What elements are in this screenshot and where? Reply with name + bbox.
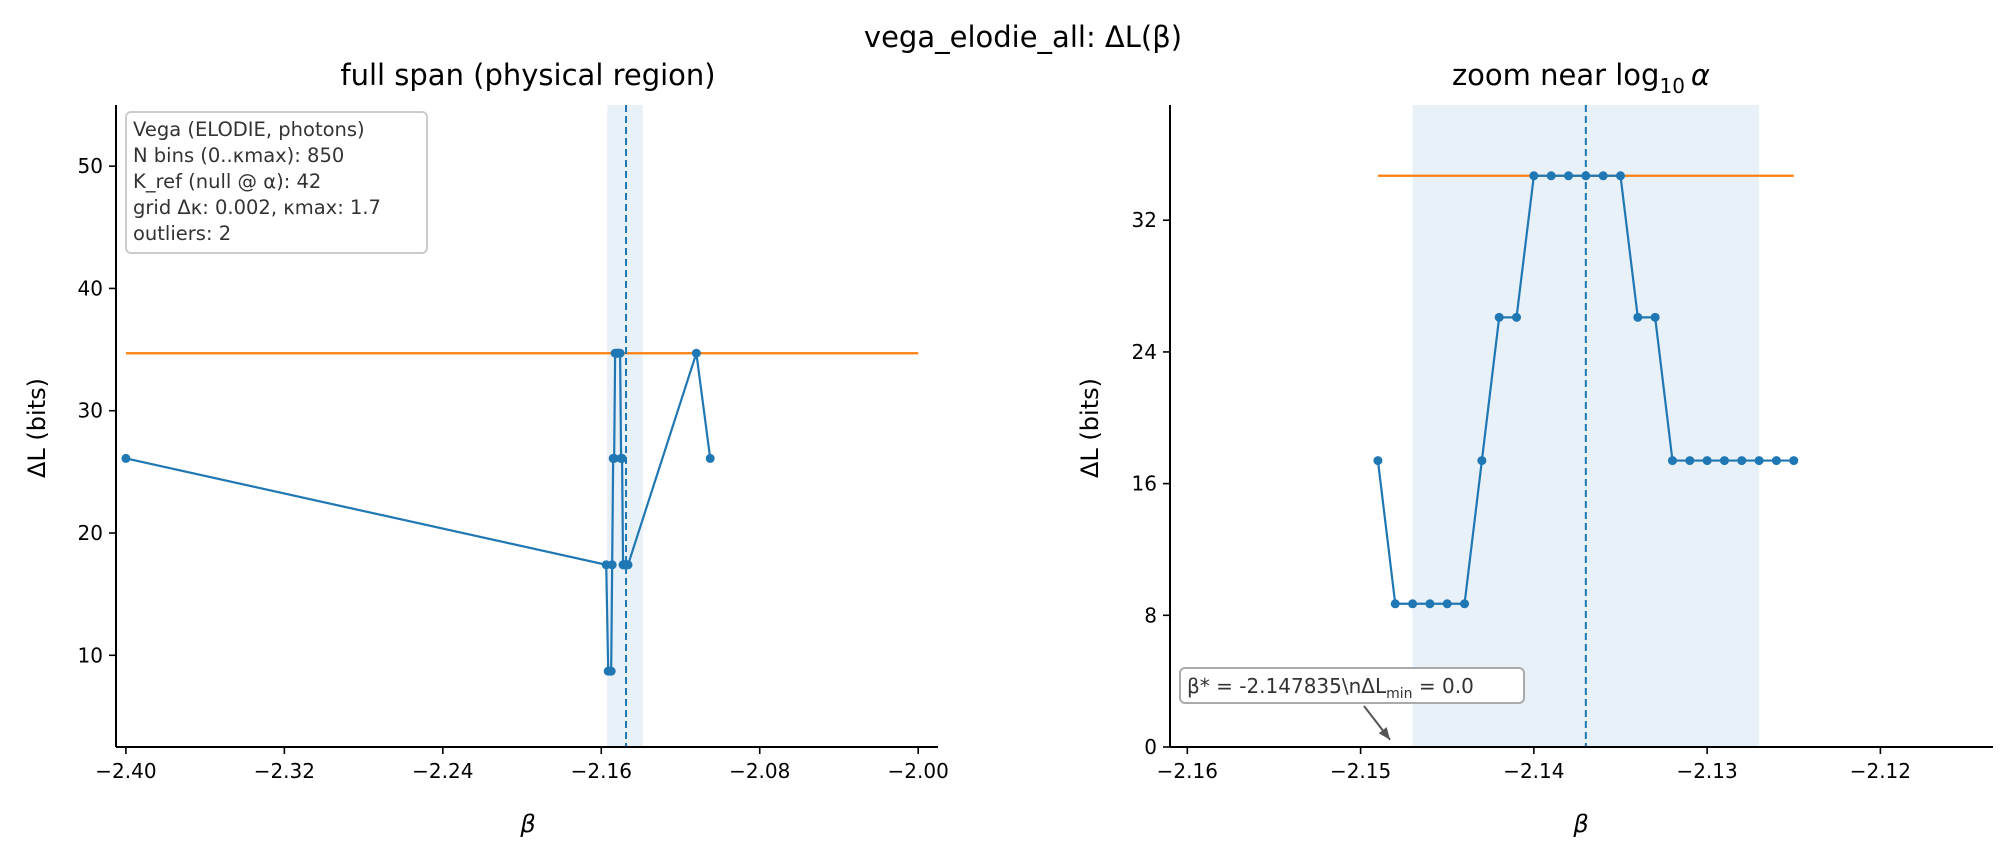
data-point <box>1390 599 1400 609</box>
right-title-sub: 10 <box>1659 74 1684 98</box>
annotation-text: β* = -2.147835\nΔLmin = 0.0 <box>1187 674 1474 702</box>
left-panel-xlabel: β <box>519 810 535 838</box>
right-panel-series <box>1373 171 1799 609</box>
data-point <box>1373 456 1383 466</box>
data-point <box>1598 171 1608 181</box>
data-point <box>606 666 616 676</box>
info-line: K_ref (null @ α): 42 <box>133 170 321 193</box>
right-title-text: zoom near log <box>1452 58 1660 92</box>
y-tick-label: 0 <box>1144 735 1157 759</box>
data-point <box>1754 456 1764 466</box>
data-point <box>1667 456 1677 466</box>
data-point <box>1477 456 1487 466</box>
data-point <box>623 560 633 570</box>
data-point <box>1529 171 1539 181</box>
data-point <box>1564 171 1574 181</box>
x-tick-label: −2.08 <box>729 759 790 783</box>
data-point <box>1581 171 1591 181</box>
x-tick-label: −2.24 <box>412 759 473 783</box>
figure-suptitle: vega_elodie_all: ΔL(β) <box>864 20 1182 54</box>
right-panel-title: zoom near log10 α <box>1452 58 1710 98</box>
data-point <box>1512 312 1522 322</box>
y-tick-label: 8 <box>1144 603 1157 627</box>
data-point <box>609 453 619 463</box>
y-tick-label: 16 <box>1132 472 1157 496</box>
annotation-arrowhead <box>1378 727 1391 740</box>
left-panel-series <box>121 348 715 676</box>
annotation-sub: min <box>1386 686 1412 702</box>
left-panel-title: full span (physical region) <box>340 58 715 92</box>
right-panel-yticks: 0 8 16 24 32 <box>1132 208 1170 759</box>
data-point <box>1650 312 1660 322</box>
y-tick-label: 10 <box>78 643 103 667</box>
data-point <box>1737 456 1747 466</box>
right-panel-xlabel: β <box>1572 810 1588 838</box>
data-point <box>1719 456 1729 466</box>
data-point <box>1685 456 1695 466</box>
data-point <box>1789 456 1799 466</box>
annotation-tail: = 0.0 <box>1413 674 1474 698</box>
right-title-alpha: α <box>1691 58 1710 92</box>
data-point <box>607 560 617 570</box>
y-tick-label: 30 <box>78 399 103 423</box>
x-tick-label: −2.32 <box>254 759 315 783</box>
right-panel-ylabel: ΔL (bits) <box>1076 378 1104 478</box>
data-point <box>1460 599 1470 609</box>
data-point <box>121 453 131 463</box>
x-tick-label: −2.40 <box>95 759 156 783</box>
y-tick-label: 24 <box>1132 340 1157 364</box>
x-tick-label: −2.14 <box>1503 759 1564 783</box>
x-tick-label: −2.13 <box>1676 759 1737 783</box>
data-point <box>1546 171 1556 181</box>
data-point <box>705 453 715 463</box>
data-point <box>615 348 625 358</box>
data-point <box>1633 312 1643 322</box>
data-point <box>691 348 701 358</box>
left-panel-reference <box>125 105 919 747</box>
data-point <box>617 453 627 463</box>
x-tick-label: −2.00 <box>888 759 949 783</box>
data-point <box>1425 599 1435 609</box>
info-line: grid Δκ: 0.002, κmax: 1.7 <box>133 196 381 219</box>
left-panel-yticks: 10 20 30 40 50 <box>78 154 116 667</box>
left-panel: −2.40 −2.32 −2.24 −2.16 −2.08 −2.00 10 20 30 40 5… <box>23 58 949 838</box>
x-tick-label: −2.15 <box>1330 759 1391 783</box>
info-box: Vega (ELODIE, photons) N bins (0..κmax):… <box>125 111 428 254</box>
info-line: outliers: 2 <box>133 222 231 245</box>
data-point <box>1702 456 1712 466</box>
right-panel: −2.16 −2.15 −2.14 −2.13 −2.12 0 8 16 24 32 zoom … <box>1076 58 1993 838</box>
x-tick-label: −2.16 <box>1157 759 1218 783</box>
left-panel-axes <box>115 105 938 748</box>
data-point <box>1494 312 1504 322</box>
data-point <box>1771 456 1781 466</box>
info-line: N bins (0..κmax): 850 <box>133 144 344 167</box>
right-panel-axes <box>1169 105 1993 748</box>
right-panel-xticks: −2.16 −2.15 −2.14 −2.13 −2.12 <box>1157 747 1911 783</box>
annotation-main: β* = -2.147835\nΔL <box>1187 674 1387 698</box>
data-point <box>1615 171 1625 181</box>
x-tick-label: −2.12 <box>1850 759 1911 783</box>
data-point <box>1408 599 1418 609</box>
annotation: β* = -2.147835\nΔLmin = 0.0 <box>1179 667 1525 741</box>
y-tick-label: 32 <box>1132 208 1157 232</box>
data-point <box>1442 599 1452 609</box>
info-box-frame <box>125 111 428 254</box>
annotation-frame <box>1179 667 1525 704</box>
x-tick-label: −2.16 <box>571 759 632 783</box>
left-panel-ylabel: ΔL (bits) <box>23 378 51 478</box>
y-tick-label: 50 <box>78 154 103 178</box>
y-tick-label: 20 <box>78 521 103 545</box>
info-line: Vega (ELODIE, photons) <box>133 118 365 141</box>
y-tick-label: 40 <box>78 276 103 300</box>
left-panel-xticks: −2.40 −2.32 −2.24 −2.16 −2.08 −2.00 <box>95 747 949 783</box>
